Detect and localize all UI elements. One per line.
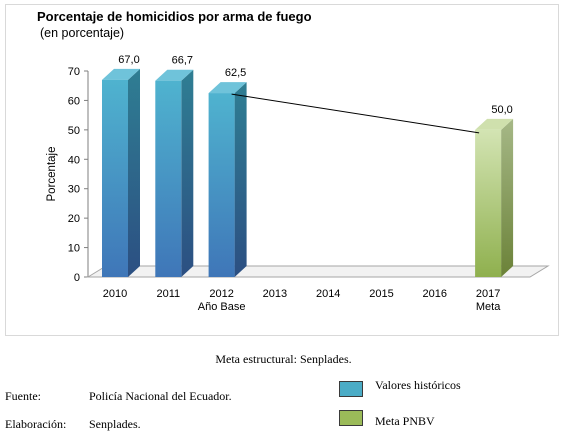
legend-swatch-historical <box>339 381 363 397</box>
x-tick-label: 2010 <box>103 288 127 300</box>
trend-line-group <box>231 93 480 134</box>
data-label: 62,5 <box>225 67 246 79</box>
x-tick-sublabel: Meta <box>476 301 501 313</box>
bar-side-face <box>128 68 140 277</box>
y-axis-title: Porcentaje <box>46 147 58 202</box>
prepared-by-value: Senplades. <box>89 417 141 431</box>
chart-frame <box>5 4 559 336</box>
bar-top-face <box>155 69 194 81</box>
legend-label-target: Meta PNBV <box>375 414 435 428</box>
chart-bars <box>102 68 514 277</box>
structural-note: Meta estructural: Senplades. <box>215 352 352 366</box>
x-tick-label: 2012 <box>209 288 233 300</box>
y-tick-label: 70 <box>68 66 80 78</box>
trend-line <box>231 93 480 134</box>
chart-title: Porcentaje de homicidios por arma de fue… <box>37 9 312 24</box>
x-tick-label: 2014 <box>316 288 340 300</box>
y-tick-label: 0 <box>74 272 80 284</box>
y-tick-label: 40 <box>68 154 80 166</box>
chart-subtitle: (en porcentaje) <box>40 26 125 40</box>
x-tick-label: 2015 <box>369 288 393 300</box>
y-tick-label: 30 <box>68 184 80 196</box>
legend-swatch-target <box>339 410 363 426</box>
bar-side-face <box>181 69 194 277</box>
bar-top-face <box>102 68 140 80</box>
y-tick-label: 60 <box>68 95 80 107</box>
bar-side-face <box>234 82 247 277</box>
y-tick-label: 50 <box>68 125 80 137</box>
legend-label-historical: Valores históricos <box>375 378 461 392</box>
chart-floor <box>86 265 550 278</box>
y-tick-label: 10 <box>68 243 80 255</box>
x-tick-label: 2017 <box>476 288 500 300</box>
bar-top-face <box>475 118 514 130</box>
source-value: Policía Nacional del Ecuador. <box>89 389 232 403</box>
y-tick-label: 20 <box>68 213 80 225</box>
source-label: Fuente: <box>5 389 41 403</box>
bar-front-face <box>155 80 182 277</box>
bar-side-face <box>501 118 514 277</box>
bar-chart: 0 10 20 30 40 50 60 70 Porcentaje 2010 2011 2012Añ… <box>46 54 550 313</box>
bar-top-face <box>208 82 247 94</box>
data-label: 50,0 <box>491 104 512 116</box>
x-tick-label: 2011 <box>156 288 180 300</box>
x-tick-label: 2013 <box>263 288 287 300</box>
data-label: 66,7 <box>172 55 193 67</box>
x-tick-sublabel: Año Base <box>198 301 246 313</box>
data-label: 67,0 <box>118 54 139 66</box>
bar-front-face <box>102 79 128 277</box>
prepared-by-label: Elaboración: <box>5 417 67 431</box>
x-tick-label: 2016 <box>423 288 447 300</box>
bar-front-face <box>475 129 502 277</box>
bar-front-face <box>208 93 235 277</box>
chart-floor-plane <box>86 265 550 278</box>
